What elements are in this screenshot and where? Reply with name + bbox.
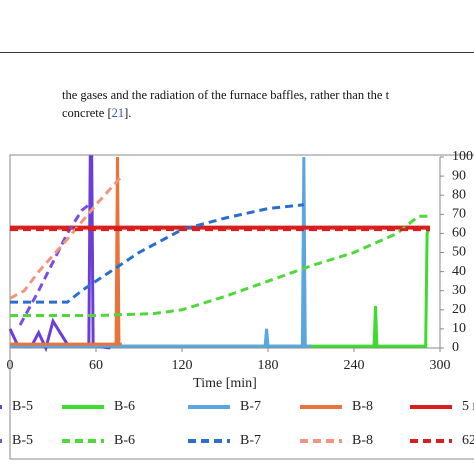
legend-label: 62° xyxy=(462,433,474,448)
chart-frame xyxy=(9,154,474,460)
y-tick-label: 40 xyxy=(452,264,466,279)
paragraph-line: concrete [21]. xyxy=(62,106,131,121)
y-tick-label: 90 xyxy=(452,168,466,183)
line xyxy=(10,156,122,346)
x-tick-label: 120 xyxy=(172,358,193,373)
x-axis-label: Time [min] xyxy=(193,376,257,391)
y-tick-label: 60 xyxy=(452,226,466,241)
y-tick-label: 50 xyxy=(452,245,466,260)
y-tick-label: 20 xyxy=(452,302,466,317)
dashed-line xyxy=(18,203,90,326)
legend-label: B-7 xyxy=(240,433,261,448)
legend-label: B-8 xyxy=(352,399,373,414)
line xyxy=(8,155,111,353)
rule xyxy=(0,52,474,53)
legend-label: B-7 xyxy=(240,399,261,414)
x-tick-label: 240 xyxy=(344,358,365,373)
text: concrete [ xyxy=(62,106,112,120)
legend-label: B-8 xyxy=(352,433,373,448)
paragraph-line: the gases and the radiation of the furna… xyxy=(62,88,390,102)
x-tick-label: 60 xyxy=(89,358,103,373)
dashed-line xyxy=(10,203,304,304)
dashed-line xyxy=(10,214,430,318)
legend-label: B-5 xyxy=(12,399,33,414)
y-tick-label: 0 xyxy=(452,340,459,355)
legend-label: B-5 xyxy=(12,433,33,448)
legend-label: B-6 xyxy=(114,433,135,448)
y-tick-label: 100 xyxy=(452,149,473,164)
y-tick-label: 10 xyxy=(452,321,466,336)
line xyxy=(10,156,311,348)
x-tick-label: 180 xyxy=(258,358,279,373)
dashed-line xyxy=(9,175,123,300)
legend-label: 5 m xyxy=(462,399,474,414)
reference[interactable]: 21 xyxy=(111,106,125,120)
x-tick-label: 300 xyxy=(430,358,451,373)
text: ]. xyxy=(124,106,132,120)
y-tick-label: 80 xyxy=(452,187,466,202)
y-tick-label: 30 xyxy=(452,283,466,298)
x-tick-label: 0 xyxy=(7,358,14,373)
legend-label: B-6 xyxy=(114,399,135,414)
y-tick-label: 70 xyxy=(452,207,466,222)
